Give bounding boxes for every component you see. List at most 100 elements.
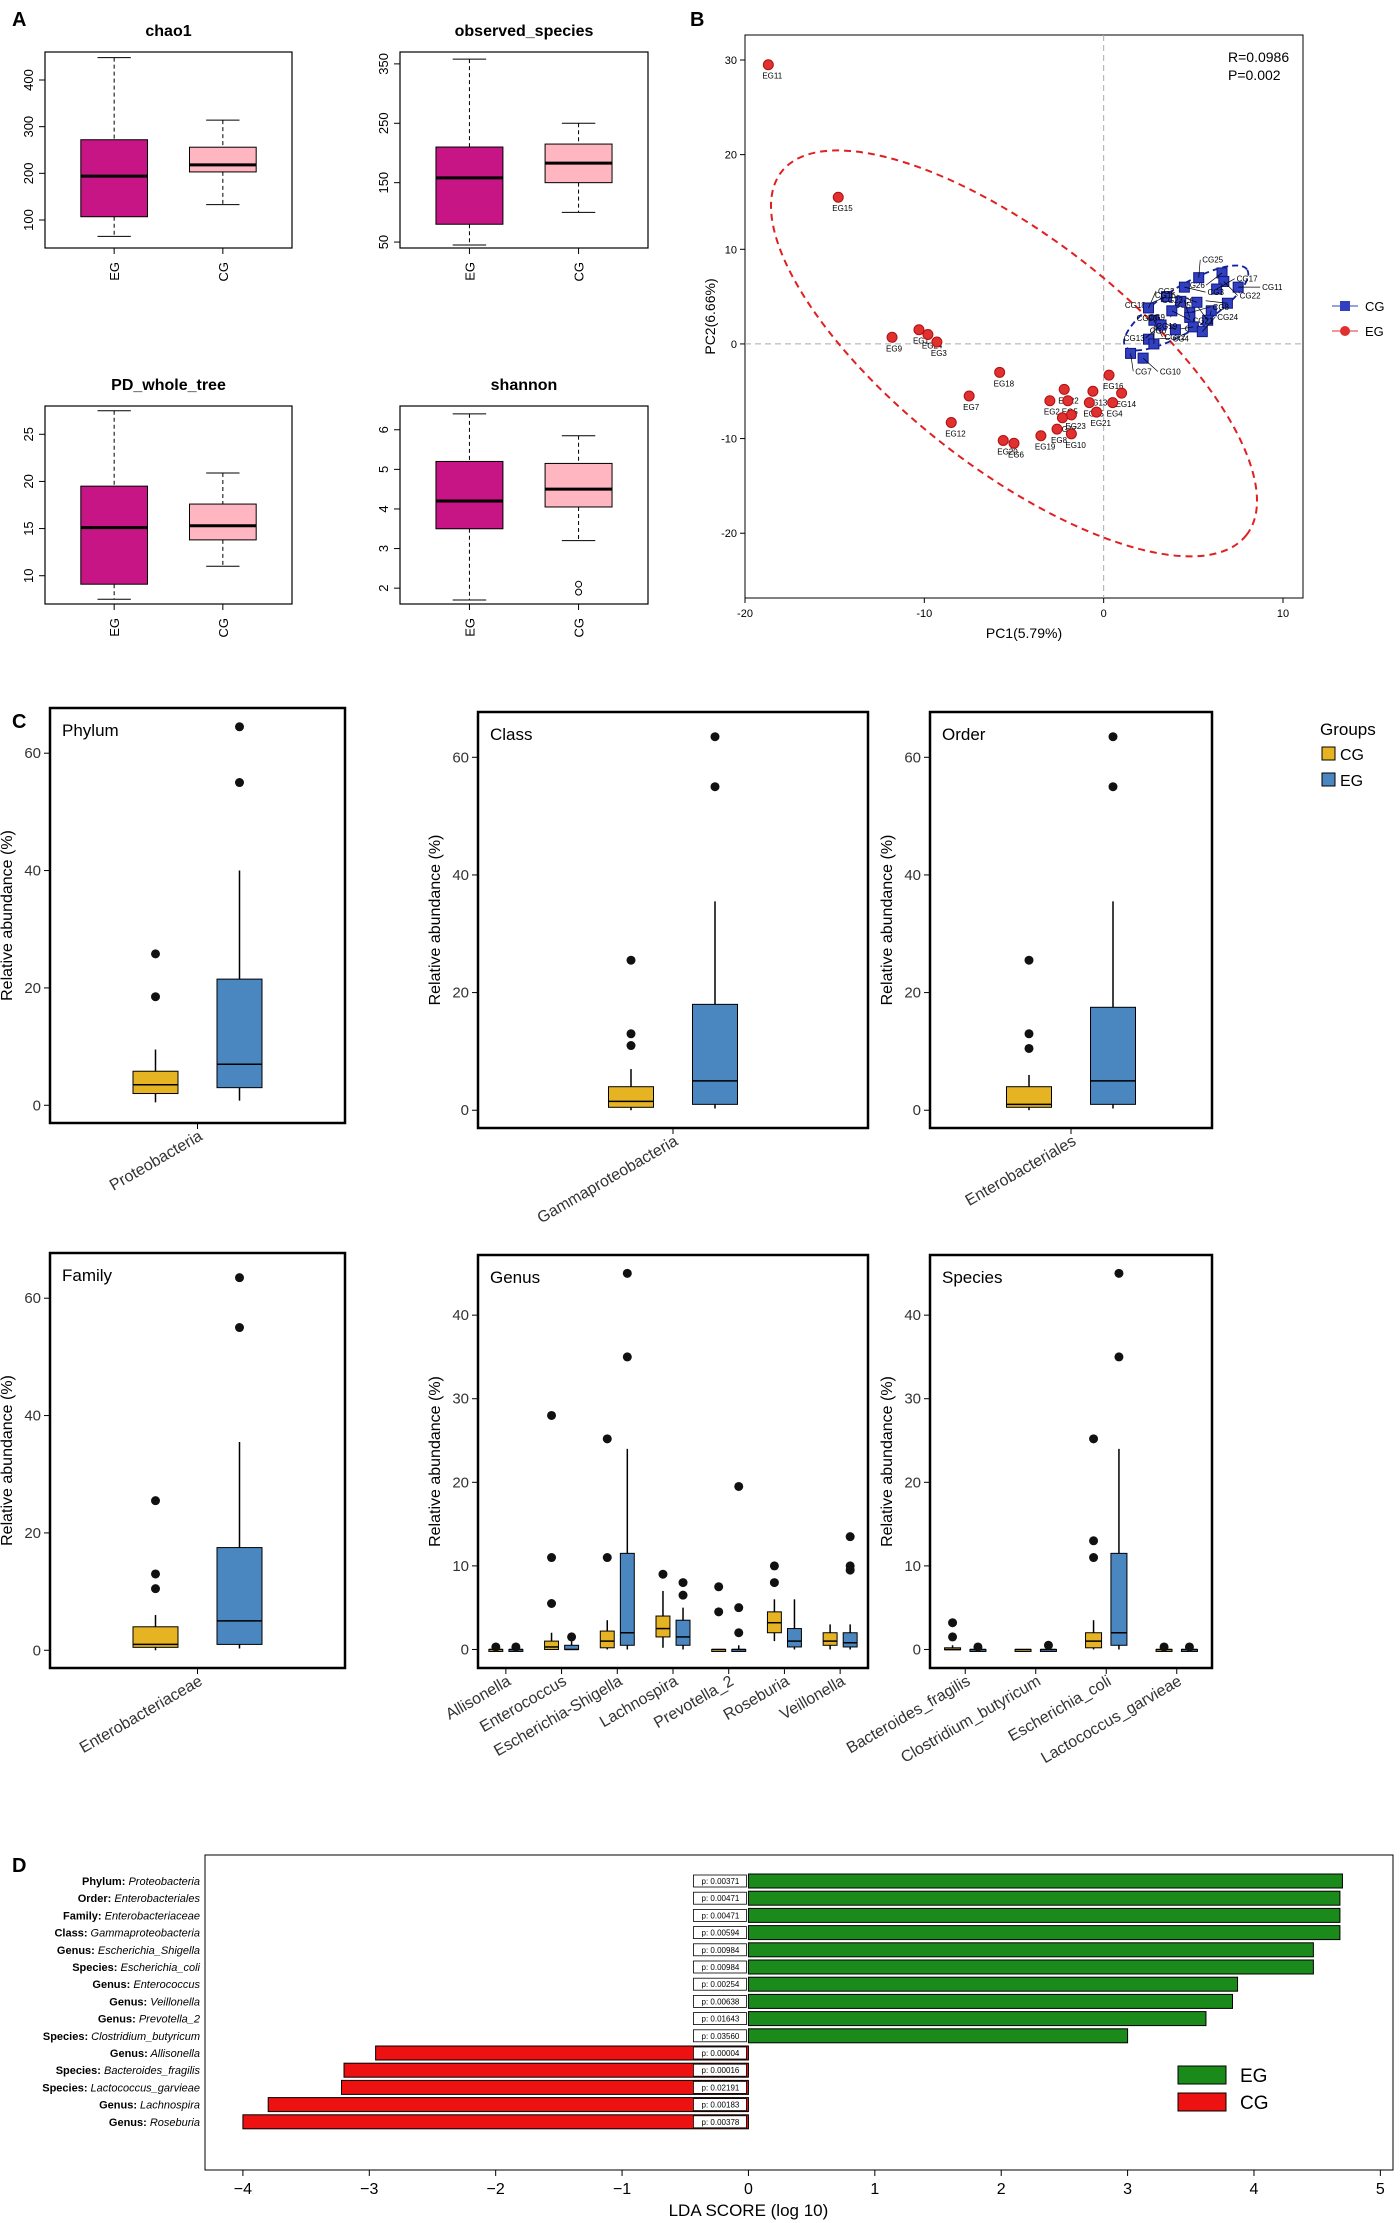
p-value-box (693, 2046, 747, 2060)
outlier-point (547, 1553, 557, 1563)
plot-frame (44, 405, 293, 605)
y-tick-label: 0 (913, 1102, 921, 1119)
p-value-label: p: 0.00594 (702, 1929, 740, 1938)
stat-r: R=0.0986 (1228, 49, 1289, 65)
y-tick-label: 0 (461, 1641, 469, 1658)
point-label: CG13 (1124, 334, 1145, 343)
y-tick-label: 40 (24, 863, 41, 880)
lda-bar-eg (747, 1873, 1343, 1889)
taxon-rank: Genus: (109, 2117, 147, 2129)
taxon-rank: Order: (78, 1893, 112, 1905)
eg-point (1087, 385, 1099, 397)
y-tick-label: -10 (721, 434, 737, 446)
legend-label: EG (1240, 2066, 1267, 2087)
outlier-point (151, 949, 160, 959)
x-tick-label: Proteobacteria (107, 1128, 206, 1195)
plot-title: Order (942, 725, 986, 744)
bar-label: Phylum: Proteobacteria (82, 1876, 200, 1888)
box-cg (132, 1070, 179, 1095)
p-value-box (693, 2012, 747, 2025)
point-label: EG2 (1044, 408, 1061, 417)
y-tick-label: 20 (452, 1474, 469, 1491)
plot-title: chao1 (145, 23, 191, 40)
label-leader (1142, 357, 1159, 372)
y-axis-label: Relative abundance (%) (0, 1375, 16, 1546)
point-label: EG7 (963, 403, 980, 412)
y-axis-label: Relative abundance (%) (0, 830, 16, 1001)
outlier-point (973, 1642, 983, 1652)
label-leader (1198, 259, 1201, 278)
eg-point (1065, 428, 1077, 440)
x-tick-label: CG (572, 618, 587, 638)
legend-eg-swatch (1177, 2065, 1227, 2085)
label-leader (1171, 310, 1191, 321)
eg-point (1062, 395, 1074, 407)
outlier-point (1114, 1352, 1124, 1362)
legend-label: EG (1340, 773, 1363, 790)
label-leader (1148, 290, 1157, 309)
label-leader (1205, 272, 1223, 286)
taxon-name: Bacteroides_fragilis (101, 2065, 201, 2077)
y-tick-label: 15 (21, 521, 36, 535)
taxon-name: Lactococcus_garvieae (87, 2082, 200, 2094)
point-label: EG11 (762, 72, 782, 81)
point-label: EG15 (832, 204, 853, 213)
point-label: CG23 (1162, 296, 1183, 305)
outlier-point (769, 1561, 779, 1571)
outlier-point (1184, 1642, 1194, 1652)
p-value-label: p: 0.03560 (702, 2032, 740, 2041)
y-tick-label: 30 (904, 1391, 921, 1408)
taxon-name: Allisonella (148, 2048, 200, 2060)
bar-label: Genus: Enterococcus (92, 1979, 200, 1991)
eg-point (1083, 397, 1095, 409)
taxon-name: Escherichia_Shigella (95, 1945, 200, 1957)
p-value-box (693, 1926, 747, 1939)
bar-label: Genus: Escherichia_Shigella (57, 1945, 200, 1957)
eg-point (994, 366, 1006, 378)
point-label: EG23 (1065, 422, 1086, 431)
x-tick-label: -10 (916, 608, 932, 620)
y-tick-label: 10 (904, 1558, 921, 1575)
p-value-box (693, 2029, 747, 2043)
point-label: EG8 (1051, 436, 1068, 445)
taxon-name: Enterobacteriales (111, 1893, 200, 1905)
eg-point (1058, 383, 1070, 395)
plot-frame (44, 51, 293, 249)
panel-label-a: A (12, 9, 26, 31)
p-value-label: p: 0.00471 (702, 1911, 740, 1920)
lda-bar-eg (747, 1925, 1341, 1941)
y-tick-label: 4 (376, 505, 391, 512)
eg-point (963, 390, 975, 402)
y-tick-label: 200 (21, 162, 36, 184)
x-tick-label: CG (216, 618, 231, 638)
lda-bar-eg (747, 1959, 1314, 1975)
point-label: CG7 (1135, 367, 1152, 376)
box-eg (786, 1628, 802, 1648)
eg-point (1107, 397, 1119, 409)
y-tick-label: 5 (376, 466, 391, 473)
label-leader (1130, 353, 1134, 372)
x-tick-label: 4 (1250, 2181, 1259, 2198)
point-label: CG9 (1148, 313, 1165, 322)
point-label: CG3 (1208, 288, 1225, 297)
lda-bar-cg (340, 2079, 749, 2095)
outlier-point (1024, 1029, 1034, 1039)
p-value-box (693, 2063, 747, 2077)
outlier-point (491, 1642, 501, 1652)
outlier-point (151, 992, 160, 1002)
eg-point (1056, 412, 1068, 424)
outlier-point (714, 1582, 724, 1592)
x-tick-label: EG (462, 262, 477, 281)
taxon-rank: Genus: (110, 2048, 148, 2060)
outlier-point (678, 1590, 688, 1600)
eg-confidence-ellipse (769, 149, 1259, 558)
box-eg (1090, 1006, 1136, 1105)
y-tick-label: 0 (33, 1642, 41, 1659)
plot-title: Family (62, 1266, 113, 1285)
outlier-point (235, 1273, 244, 1283)
p-value-box (693, 1995, 747, 2008)
label-leader (1183, 299, 1191, 318)
label-leader (1205, 300, 1228, 304)
y-tick-label: 60 (24, 1290, 41, 1307)
box-eg (435, 460, 504, 530)
